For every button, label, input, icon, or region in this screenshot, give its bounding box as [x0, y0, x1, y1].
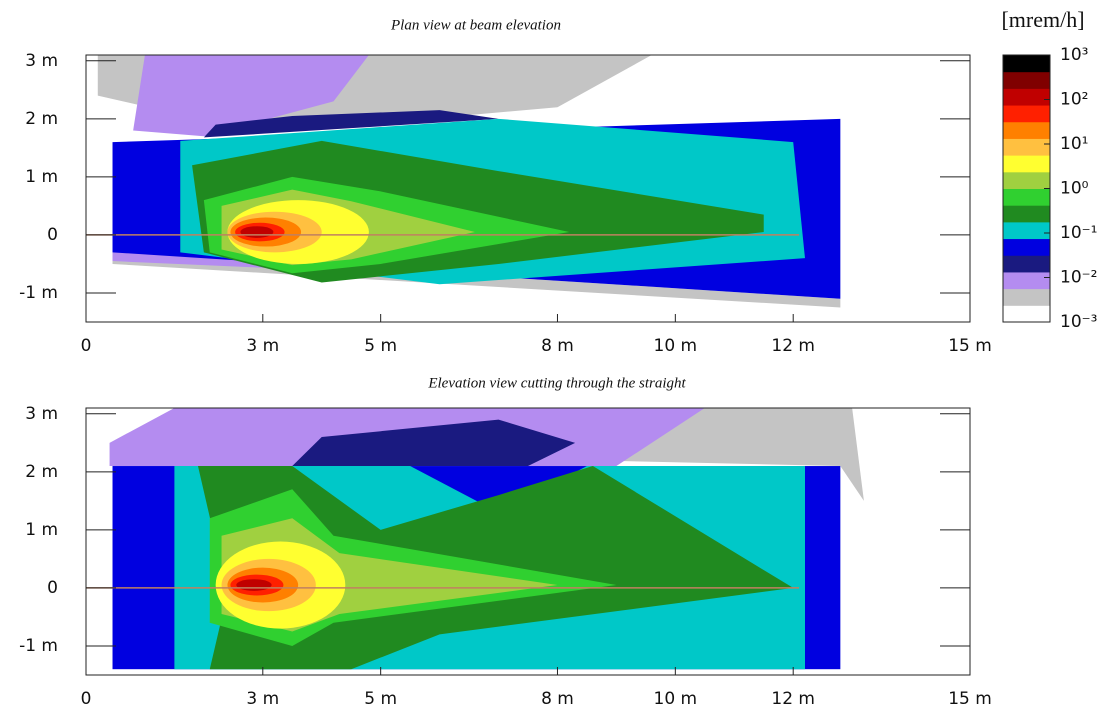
colorbar-tick-label: 10⁻² [1060, 268, 1097, 288]
x-tick-label: 5 m [364, 336, 397, 356]
dose-region [133, 55, 369, 137]
x-tick-label: 12 m [771, 336, 815, 356]
dose-region [240, 226, 274, 238]
panel-title: Plan view at beam elevation [390, 17, 561, 33]
dose-region [236, 579, 272, 591]
colorbar-band [1003, 71, 1050, 89]
x-tick-label: 15 m [948, 336, 992, 356]
x-tick-label: 10 m [654, 336, 698, 356]
x-tick-label: 8 m [541, 336, 574, 356]
y-tick-label: 2 m [25, 109, 58, 129]
colorbar-tick-label: 10⁻³ [1060, 312, 1097, 332]
colorbar-band [1003, 171, 1050, 189]
colorbar-tick-label: 10¹ [1060, 134, 1088, 154]
colorbar-band [1003, 271, 1050, 290]
y-tick-label: 1 m [25, 167, 58, 187]
colorbar-band [1003, 238, 1050, 256]
dose-field [86, 408, 864, 670]
x-tick-label: 3 m [246, 336, 279, 356]
y-tick-label: 3 m [25, 51, 58, 71]
x-tick-label: 3 m [246, 689, 279, 709]
x-tick-label: 12 m [771, 689, 815, 709]
x-tick-label: 10 m [654, 689, 698, 709]
y-tick-label: 1 m [25, 520, 58, 540]
y-tick-label: 0 [47, 225, 58, 245]
colorbar-band [1003, 88, 1050, 106]
plot-frame [85, 54, 971, 323]
colorbar-band [1003, 55, 1050, 73]
x-tick-label: 0 [81, 689, 92, 709]
colorbar-band [1003, 288, 1050, 306]
colorbar-label: [mrem/h] [1001, 7, 1084, 32]
y-tick-label: -1 m [19, 636, 58, 656]
x-tick-label: 0 [81, 336, 92, 356]
colorbar-band [1003, 188, 1050, 206]
y-tick-label: 2 m [25, 462, 58, 482]
dose-field [86, 55, 841, 308]
colorbar-band [1003, 221, 1050, 240]
y-tick-label: -1 m [19, 283, 58, 303]
x-tick-label: 15 m [948, 689, 992, 709]
colorbar-tick-label: 10⁻¹ [1060, 223, 1097, 243]
colorbar-tick-label: 10⁰ [1060, 179, 1089, 199]
dose-region [292, 419, 576, 467]
dose-region [203, 110, 499, 138]
y-tick-label: 0 [47, 578, 58, 598]
colorbar-band [1003, 138, 1050, 156]
plot-frame [85, 407, 971, 676]
colorbar-tick-label: 10² [1060, 90, 1088, 110]
y-tick-label: 3 m [25, 404, 58, 424]
colorbar-tick-label: 10³ [1060, 45, 1088, 65]
colorbar-band [1003, 255, 1050, 273]
x-tick-label: 5 m [364, 689, 397, 709]
colorbar-band [1003, 105, 1050, 123]
panel-title: Elevation view cutting through the strai… [427, 375, 686, 391]
colorbar-band [1003, 305, 1050, 323]
x-tick-label: 8 m [541, 689, 574, 709]
colorbar-band [1003, 155, 1050, 173]
colorbar-band [1003, 121, 1050, 139]
colorbar-band [1003, 205, 1050, 223]
